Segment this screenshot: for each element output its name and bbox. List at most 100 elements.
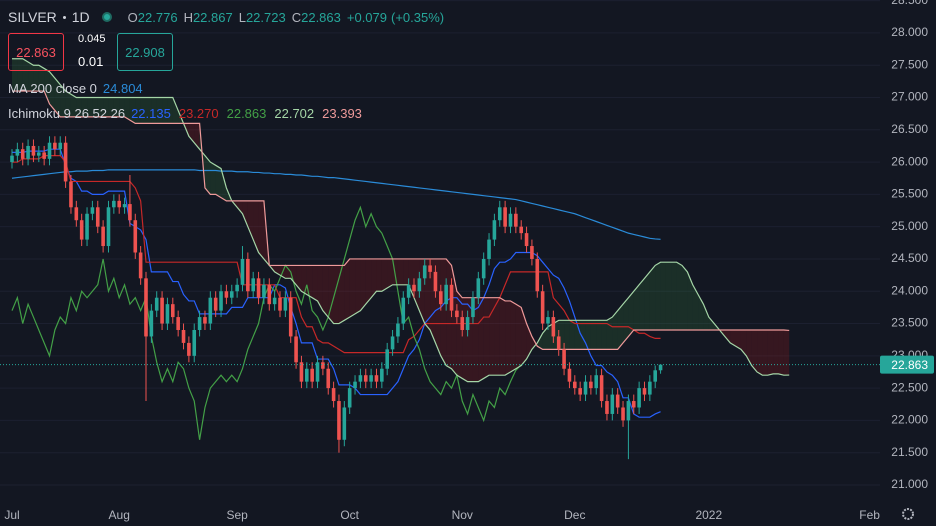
settings-icon[interactable]: [902, 508, 914, 520]
candle-body: [460, 317, 465, 330]
candle-body: [10, 155, 14, 163]
candle-body: [546, 317, 550, 324]
candle-body: [369, 375, 373, 382]
cloud-fill: [456, 291, 463, 379]
candle-body: [556, 336, 561, 350]
candle-body: [428, 265, 432, 272]
candle-body: [310, 368, 314, 382]
candle-body: [95, 207, 100, 227]
cloud-fill: [623, 297, 629, 343]
cloud-fill: [703, 304, 709, 330]
candle-body: [192, 329, 197, 356]
candle-body: [85, 213, 89, 240]
candle-body: [396, 323, 400, 337]
legend-label[interactable]: MA 200 close 0: [8, 81, 97, 96]
x-tick-label: Dec: [564, 508, 585, 522]
cloud-fill: [499, 297, 506, 376]
cloud-fill: [724, 329, 731, 343]
cloud-fill: [140, 97, 146, 124]
candle-body: [74, 207, 79, 221]
y-tick-label: 27.500: [891, 57, 928, 71]
cloud-fill: [521, 307, 527, 366]
cloud-fill: [344, 258, 350, 321]
y-tick-label: 21.500: [891, 445, 928, 459]
candle-body: [26, 145, 30, 159]
cloud-fill: [376, 258, 382, 292]
candle-body: [540, 291, 545, 324]
cloud-fill: [483, 297, 490, 379]
candle-body: [519, 226, 523, 234]
y-tick-label: 26.500: [891, 122, 928, 136]
candle-body: [487, 239, 491, 259]
cloud-fill: [740, 329, 747, 356]
ohlc-value: 22.723: [245, 9, 286, 25]
cloud-fill: [22, 58, 29, 92]
symbol[interactable]: SILVER: [8, 9, 57, 25]
y-tick-label: 25.000: [891, 219, 928, 233]
cloud-fill: [489, 297, 495, 376]
cloud-fill: [515, 304, 522, 369]
candle-body: [449, 284, 454, 311]
cloud-fill: [505, 300, 511, 376]
sell-button[interactable]: 22.863: [8, 33, 64, 71]
cloud-fill: [628, 291, 634, 337]
x-tick-label: Aug: [109, 508, 130, 522]
candle-body: [535, 258, 540, 292]
candle-body: [208, 297, 213, 324]
candle-body: [439, 291, 443, 305]
candle-body: [471, 297, 475, 318]
candle-body: [283, 297, 288, 311]
candle-body: [42, 152, 46, 159]
cloud-fill: [65, 91, 71, 117]
candle-body: [594, 375, 599, 389]
cloud-fill: [215, 165, 222, 198]
candle-body: [20, 149, 25, 159]
legend-value: 23.270: [178, 106, 219, 121]
candle-body: [90, 207, 95, 214]
cloud-fill: [172, 97, 179, 124]
candle-body: [197, 317, 202, 330]
cloud-fill: [285, 265, 291, 279]
x-tick-label: Sep: [226, 508, 248, 522]
candle-body: [267, 284, 272, 305]
cloud-fill: [162, 97, 168, 124]
cloud-fill: [360, 258, 366, 311]
cloud-fill: [692, 284, 699, 330]
cloud-fill: [757, 329, 763, 376]
separator: [62, 15, 66, 19]
candle-body: [219, 291, 223, 311]
cloud-fill: [317, 265, 323, 311]
cloud-fill: [333, 265, 339, 324]
interval[interactable]: 1D: [71, 9, 90, 25]
candle-body: [578, 388, 582, 395]
candle-body: [106, 207, 111, 247]
buy-button[interactable]: 22.908: [117, 33, 173, 71]
market-status[interactable]: [101, 12, 112, 22]
candle-body: [154, 297, 159, 311]
cloud-fill: [655, 262, 661, 330]
candle-body: [573, 381, 577, 389]
candle-body: [551, 317, 556, 337]
candle-body: [262, 284, 266, 298]
y-tick-label: 21.000: [891, 477, 928, 491]
candle-body: [476, 278, 481, 298]
candle-body: [63, 142, 68, 182]
y-tick-label: 24.000: [891, 283, 928, 297]
candle-body: [235, 284, 239, 292]
candle-body: [599, 375, 604, 402]
candle-body: [524, 233, 529, 247]
cloud-fill: [649, 265, 656, 330]
x-tick-label: Feb: [859, 508, 880, 522]
cloud-fill: [381, 258, 388, 292]
cloud-fill: [665, 262, 672, 330]
candle-body: [15, 149, 20, 156]
quantity[interactable]: 0.01: [78, 54, 104, 69]
cloud-fill: [676, 262, 682, 330]
candle-body: [342, 407, 347, 440]
cloud-fill: [660, 262, 666, 330]
candle-body: [117, 200, 121, 208]
legend-label[interactable]: Ichimoku 9 26 52 26: [8, 106, 126, 121]
candle-body: [589, 381, 593, 389]
